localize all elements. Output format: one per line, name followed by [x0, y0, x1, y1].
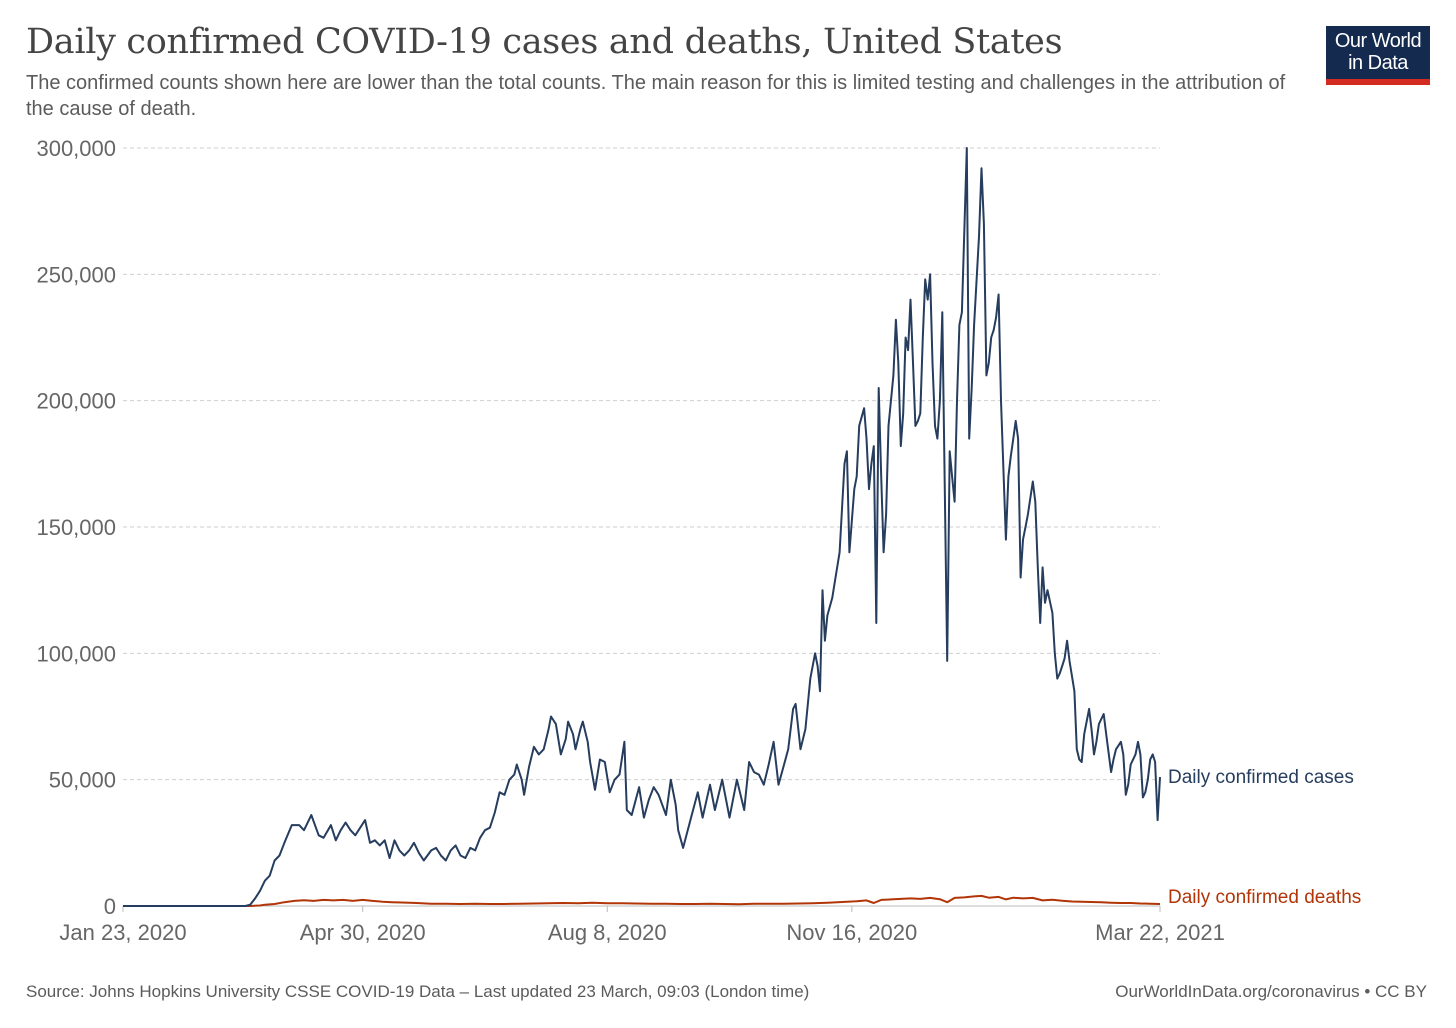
- logo-line-1: Our World: [1334, 30, 1422, 52]
- x-tick-label: Apr 30, 2020: [300, 920, 426, 945]
- owid-logo[interactable]: Our World in Data: [1326, 26, 1430, 85]
- y-tick-label: 300,000: [36, 136, 116, 161]
- chart-title: Daily confirmed COVID-19 cases and death…: [26, 22, 1063, 62]
- y-tick-label: 0: [104, 894, 116, 919]
- chart-subtitle: The confirmed counts shown here are lowe…: [26, 72, 1286, 120]
- series-line-deaths: [123, 894, 1161, 907]
- source-note: Source: Johns Hopkins University CSSE CO…: [26, 982, 810, 1001]
- x-tick-label: Mar 22, 2021: [1095, 920, 1225, 945]
- legend-label-cases: Daily confirmed cases: [1168, 767, 1354, 788]
- x-tick-label: Jan 23, 2020: [59, 920, 186, 945]
- source-link[interactable]: OurWorldInData.org/coronavirus • CC BY: [1115, 982, 1427, 1001]
- y-tick-label: 150,000: [36, 515, 116, 540]
- legend-label-deaths: Daily confirmed deaths: [1168, 887, 1361, 908]
- y-tick-label: 200,000: [36, 389, 116, 414]
- y-tick-label: 50,000: [49, 768, 116, 793]
- x-tick-label: Nov 16, 2020: [786, 920, 917, 945]
- y-tick-label: 100,000: [36, 641, 116, 666]
- y-tick-label: 250,000: [36, 262, 116, 287]
- x-tick-label: Aug 8, 2020: [548, 920, 667, 945]
- logo-line-2: in Data: [1348, 52, 1408, 74]
- series-line-cases: [123, 147, 1161, 907]
